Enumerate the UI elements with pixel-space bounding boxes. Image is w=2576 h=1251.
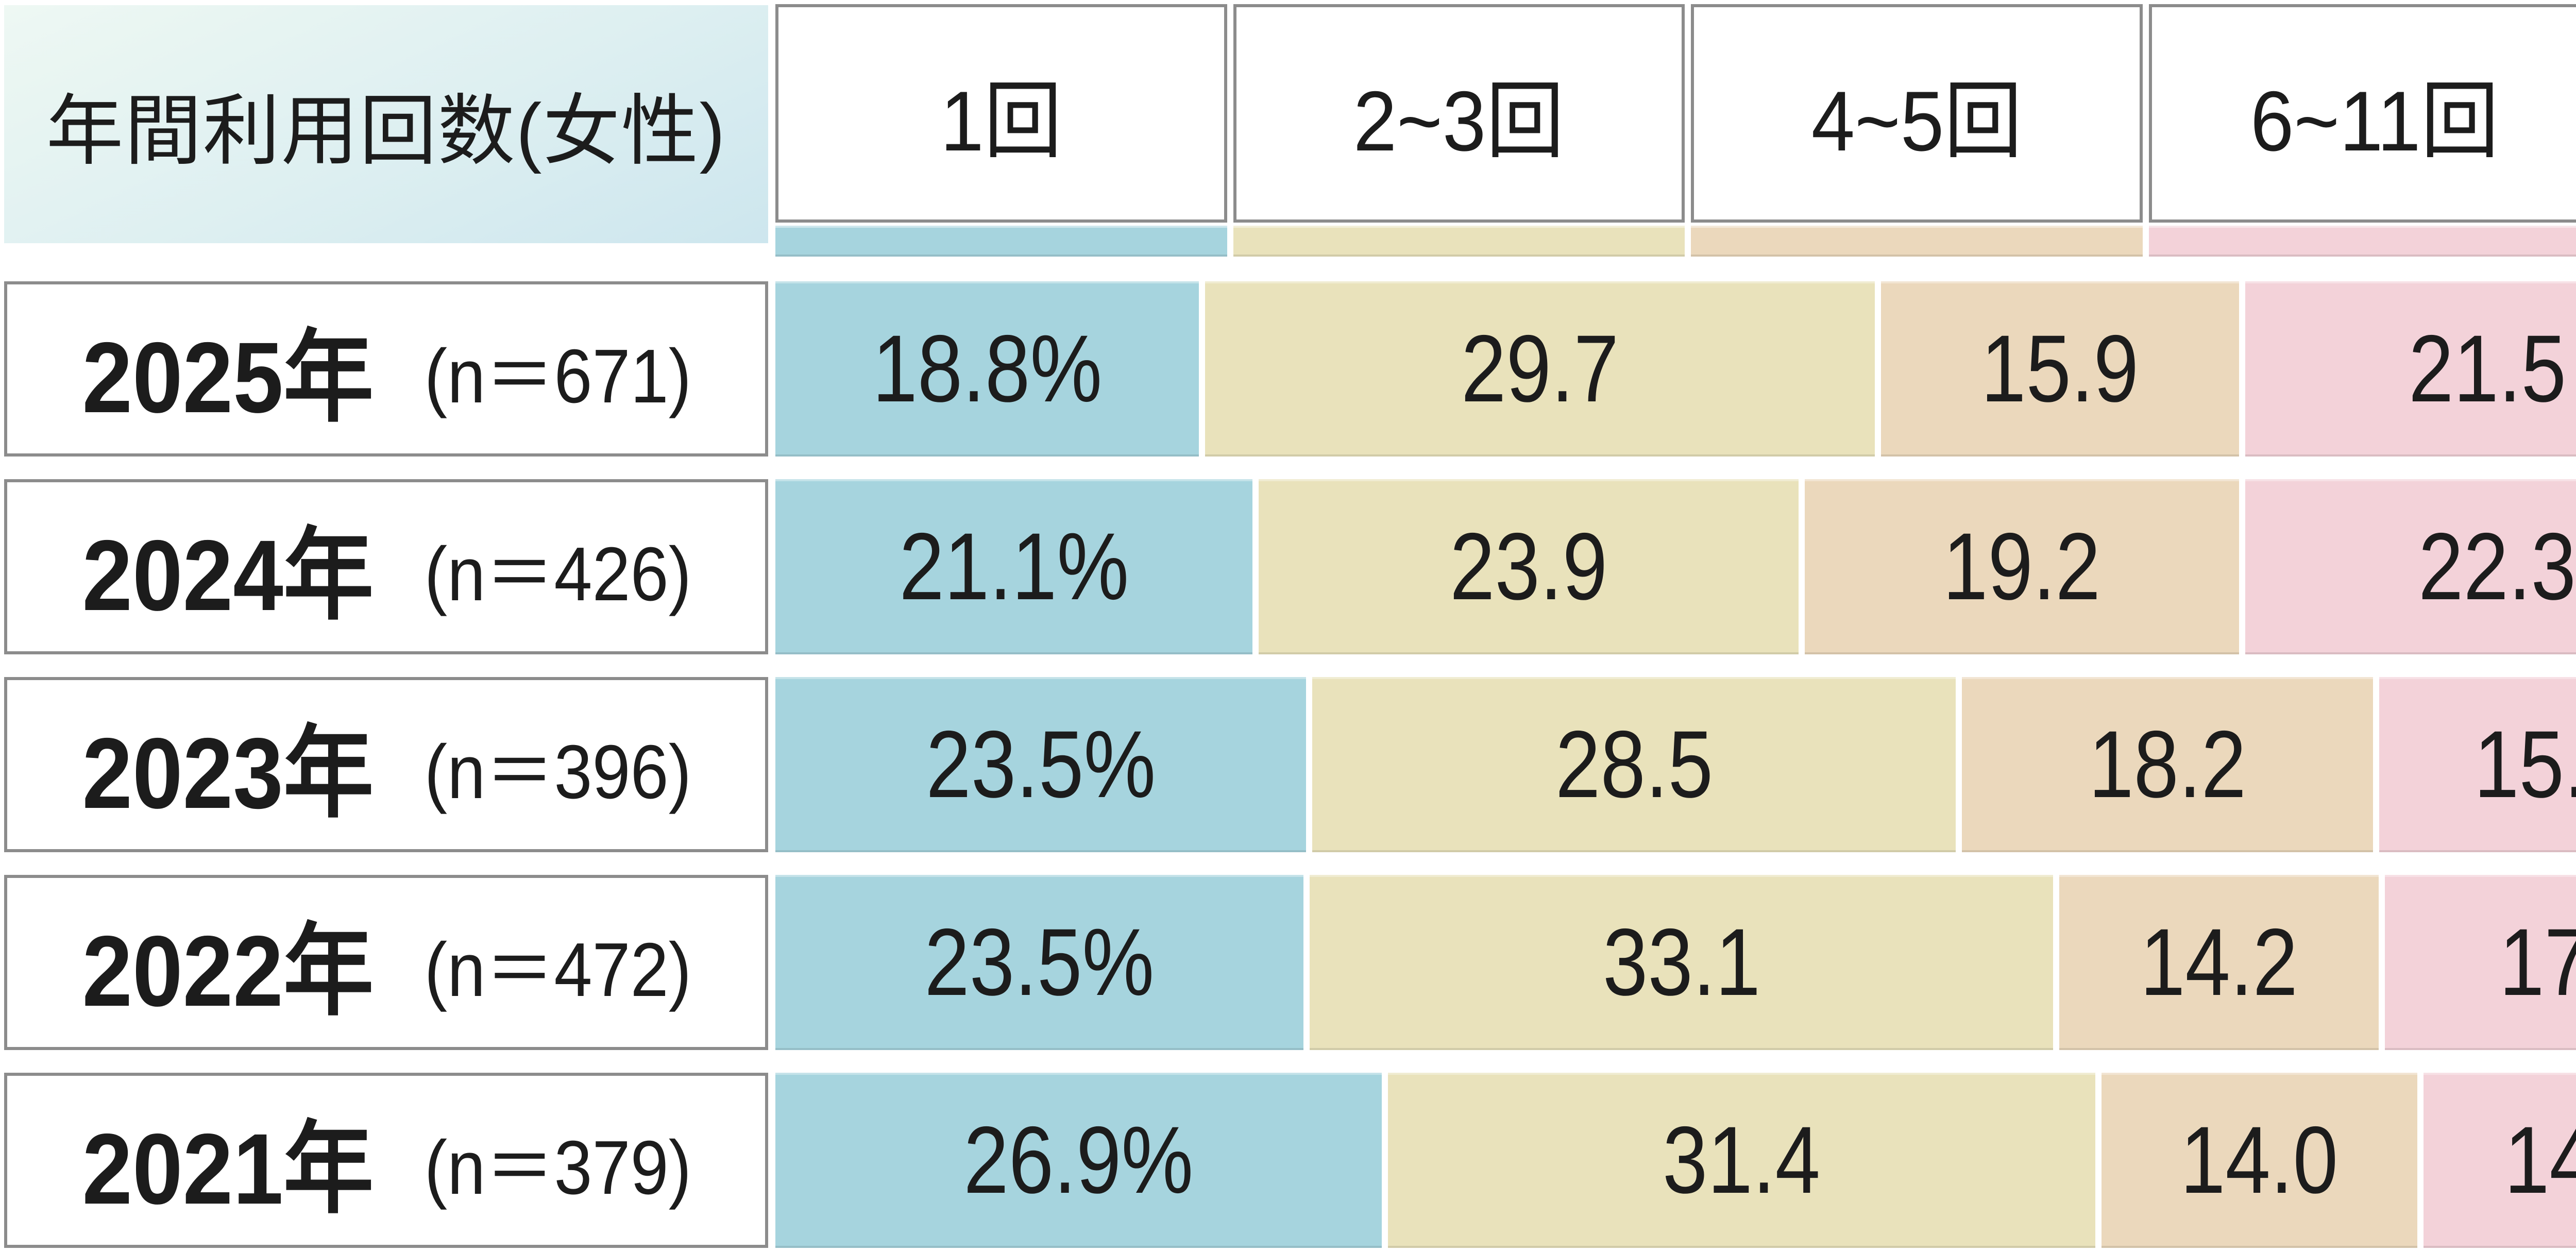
table-row-2025: 2025年 (n＝671) 18.8% 29.7 15.9 21.5 14.3 (4, 281, 2576, 457)
segment-value: 23.5% (926, 712, 1156, 818)
bar-segment: 21.1% (775, 479, 1252, 654)
year-label: 2022年 (82, 915, 374, 1027)
segment-value: 14.2 (2140, 909, 2298, 1016)
column-header-1kai: 1回 (775, 4, 1227, 259)
year-label: 2021年 (82, 1113, 374, 1225)
chart-title-cell: 年間利用回数(女性) (4, 5, 768, 243)
sample-size: (n＝426) (424, 531, 692, 617)
bar-segment: 23.9 (1258, 479, 1799, 654)
table-row-2022: 2022年 (n＝472) 23.5% 33.1 14.2 17.2 12.5 (4, 875, 2576, 1050)
header-row: 年間利用回数(女性) 1回 2~3回 4~5回 6~11回 12回以上 (4, 4, 2576, 259)
bar-segment: 18.2 (1962, 677, 2373, 852)
bar-segment: 17.2 (2384, 875, 2576, 1050)
legend-chip-4-5kai (1691, 226, 2143, 257)
bar-2021: 26.9% 31.4 14.0 14.2 13.7 (775, 1073, 2576, 1248)
segment-value: 31.4 (1663, 1107, 1821, 1213)
legend-chip-1kai (775, 226, 1227, 257)
segment-value: 17.2 (2499, 909, 2576, 1016)
row-label-2025: 2025年 (n＝671) (4, 281, 768, 457)
column-label: 4~5回 (1811, 73, 2023, 168)
segment-value: 18.2 (2088, 712, 2247, 818)
bar-2025: 18.8% 29.7 15.9 21.5 14.3 (775, 281, 2576, 457)
row-label-2024: 2024年 (n＝426) (4, 479, 768, 654)
year-label: 2024年 (82, 519, 374, 632)
segment-value: 18.8% (872, 316, 1103, 422)
column-label: 6~11回 (2250, 73, 2499, 168)
bar-segment: 14.0 (2102, 1073, 2417, 1248)
sample-size: (n＝379) (424, 1125, 692, 1210)
bar-segment: 26.9% (775, 1073, 1382, 1248)
table-row-2024: 2024年 (n＝426) 21.1% 23.9 19.2 22.3 13.4 (4, 479, 2576, 654)
bar-segment: 22.3 (2245, 479, 2576, 654)
row-label-2023: 2023年 (n＝396) (4, 677, 768, 852)
segment-value: 26.9% (963, 1107, 1194, 1213)
column-label: 2~3回 (1353, 73, 1565, 168)
bar-segment: 31.4 (1387, 1073, 2096, 1248)
sample-size: (n＝396) (424, 729, 692, 815)
legend-chip-2-3kai (1233, 226, 1685, 257)
segment-value: 33.1 (1602, 909, 1760, 1016)
row-label-2021: 2021年 (n＝379) (4, 1073, 768, 1248)
sample-size: (n＝472) (424, 927, 692, 1012)
bar-segment: 28.5 (1312, 677, 1956, 852)
bar-segment: 29.7 (1205, 281, 1875, 457)
segment-value: 23.9 (1449, 514, 1608, 620)
year-label: 2025年 (82, 322, 374, 434)
table-row-2021: 2021年 (n＝379) 26.9% 31.4 14.0 14.2 13.7 (4, 1073, 2576, 1248)
bar-2024: 21.1% 23.9 19.2 22.3 13.4 (775, 479, 2576, 654)
bar-segment: 23.5% (775, 875, 1303, 1050)
segment-value: 14.0 (2180, 1107, 2338, 1213)
bar-segment: 23.5% (775, 677, 1306, 852)
bar-2022: 23.5% 33.1 14.2 17.2 12.5 (775, 875, 2576, 1050)
column-headers: 1回 2~3回 4~5回 6~11回 12回以上 (775, 4, 2576, 259)
row-label-2022: 2022年 (n＝472) (4, 875, 768, 1050)
bar-segment: 18.8% (775, 281, 1199, 457)
segment-value: 14.2 (2504, 1107, 2576, 1213)
bar-segment: 14.2 (2423, 1073, 2576, 1248)
segment-value: 28.5 (1555, 712, 1713, 818)
bar-segment: 15.4 (2379, 677, 2576, 852)
column-header-6-11kai: 6~11回 (2148, 4, 2576, 259)
bar-segment: 14.2 (2059, 875, 2379, 1050)
segment-value: 19.2 (1943, 514, 2101, 620)
chart-title: 年間利用回数(女性) (46, 87, 726, 174)
segment-value: 15.4 (2474, 712, 2576, 818)
legend-chip-6-11kai (2148, 226, 2576, 257)
bar-segment: 19.2 (1805, 479, 2239, 654)
segment-value: 21.1% (899, 514, 1129, 620)
segment-value: 21.5 (2409, 316, 2567, 422)
column-header-2-3kai: 2~3回 (1233, 4, 1685, 259)
bar-segment: 21.5 (2245, 281, 2576, 457)
bar-2023: 23.5% 28.5 18.2 15.4 14.4 (775, 677, 2576, 852)
column-label: 1回 (940, 73, 1062, 168)
sample-size: (n＝671) (424, 333, 692, 419)
segment-value: 15.9 (1981, 316, 2139, 422)
segment-value: 22.3 (2418, 514, 2576, 620)
column-header-4-5kai: 4~5回 (1691, 4, 2143, 259)
bar-segment: 33.1 (1309, 875, 2054, 1050)
table-row-2023: 2023年 (n＝396) 23.5% 28.5 18.2 15.4 14.4 (4, 677, 2576, 852)
segment-value: 23.5% (924, 909, 1155, 1016)
bar-segment: 15.9 (1880, 281, 2240, 457)
segment-value: 29.7 (1461, 316, 1619, 422)
year-label: 2023年 (82, 717, 374, 830)
